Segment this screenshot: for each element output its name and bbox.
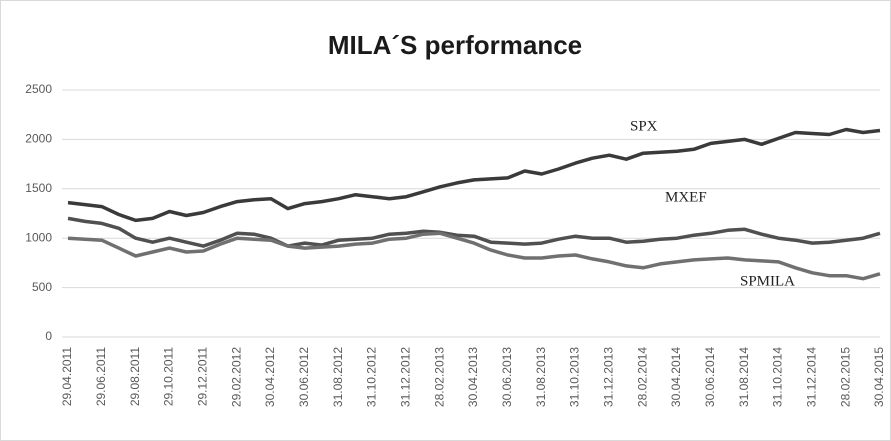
x-tick-label: 31.08.2014: [737, 347, 751, 407]
x-tick-label: 31.12.2014: [805, 347, 819, 407]
y-tick-label: 1000: [25, 230, 52, 244]
x-tick-label: 28.02.2015: [838, 347, 852, 407]
series-label: MXEF: [665, 189, 707, 205]
x-tick-label: 30.04.2015: [872, 347, 886, 407]
x-tick-label: 31.10.2014: [771, 347, 785, 407]
chart-title: MILA´S performance: [328, 30, 582, 60]
series-label: SPMILA: [740, 273, 795, 289]
x-tick-label: 30.06.2014: [703, 347, 717, 407]
x-tick-label: 29.10.2011: [162, 347, 176, 406]
x-tick-label: 29.08.2011: [128, 347, 142, 406]
x-tick-label: 30.04.2012: [263, 347, 277, 407]
y-tick-label: 2500: [25, 82, 52, 96]
x-tick-label: 29.02.2012: [229, 347, 243, 407]
x-tick-label: 30.04.2013: [466, 347, 480, 407]
x-tick-label: 30.06.2012: [297, 347, 311, 407]
x-tick-label: 30.04.2014: [669, 347, 683, 407]
x-tick-label: 31.10.2012: [365, 347, 379, 407]
x-tick-label: 31.10.2013: [568, 347, 582, 407]
y-tick-label: 0: [45, 329, 52, 343]
series-label: SPX: [630, 118, 658, 134]
x-tick-label: 30.06.2013: [500, 347, 514, 407]
x-tick-label: 29.12.2011: [196, 347, 210, 406]
series-line: [67, 127, 881, 223]
x-tick-label: 29.04.2011: [60, 347, 74, 406]
series-line: [67, 216, 881, 248]
x-tick-label: 31.08.2013: [534, 347, 548, 407]
series-line: [67, 231, 881, 281]
x-tick-label: 28.02.2013: [432, 347, 446, 407]
x-tick-label: 31.12.2012: [399, 347, 413, 407]
x-tick-label: 31.12.2013: [602, 347, 616, 407]
y-tick-label: 500: [32, 280, 52, 294]
x-tick-label: 29.06.2011: [94, 347, 108, 406]
y-tick-label: 1500: [25, 181, 52, 195]
x-tick-label: 31.08.2012: [331, 347, 345, 407]
y-tick-label: 2000: [25, 132, 52, 146]
x-tick-label: 28.02.2014: [635, 347, 649, 407]
